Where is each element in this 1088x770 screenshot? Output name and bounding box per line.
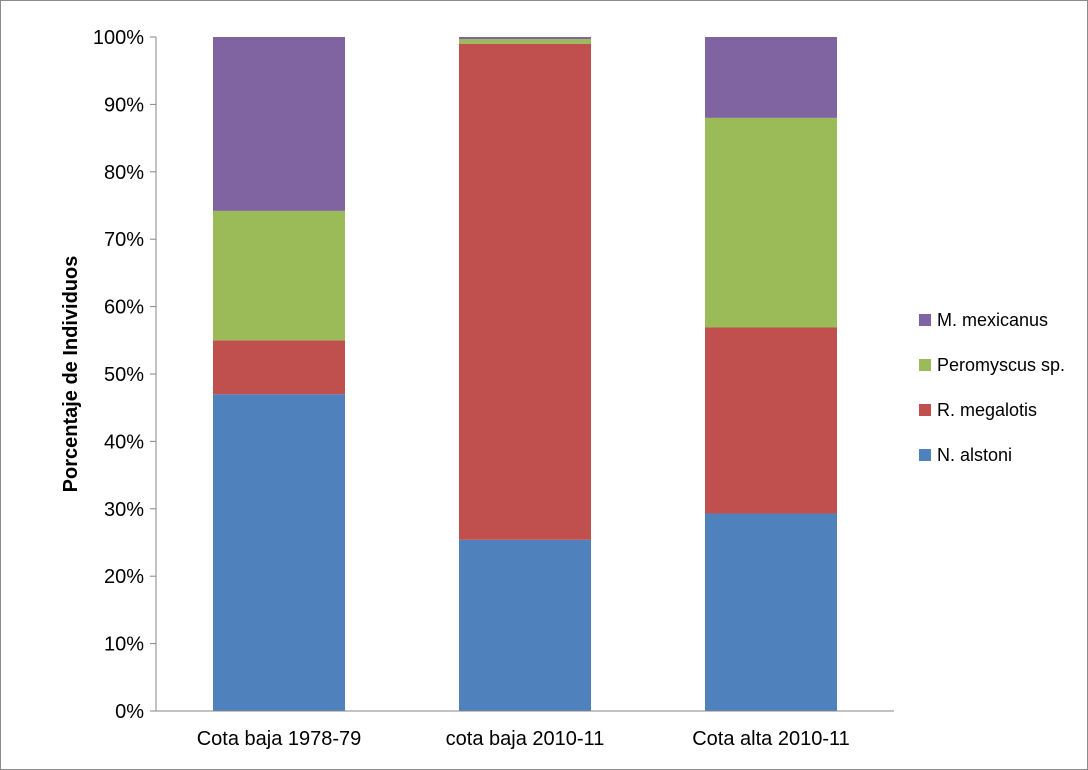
y-tick-label: 0% <box>115 701 144 723</box>
legend-swatch <box>919 314 931 326</box>
bar-segment-3-category-2 <box>459 39 591 44</box>
y-ticks: 0% 10% 20% 30% 40% 50% 60% 70% 80% 90% 100% <box>93 27 156 723</box>
legend-label: R. megalotis <box>937 400 1037 420</box>
y-tick-label: 10% <box>104 634 144 656</box>
x-category-labels: Cota baja 1978-79 cota baja 2010-11 Cota a… <box>197 728 850 750</box>
y-tick-label: 30% <box>104 499 144 521</box>
bar-segment-1-category-3 <box>705 513 837 711</box>
legend-swatch <box>919 359 931 371</box>
bar-segment-2-category-1 <box>213 340 345 395</box>
legend-label: Peromyscus sp. <box>937 355 1065 375</box>
y-axis-title: Porcentaje de Individuos <box>60 256 82 493</box>
bar-segment-1-category-2 <box>459 539 591 711</box>
y-tick-label: 90% <box>104 94 144 116</box>
y-tick-label: 100% <box>93 27 144 49</box>
x-category-label: Cota baja 1978-79 <box>197 728 362 750</box>
bars-layer <box>213 37 837 711</box>
bar-segment-3-category-1 <box>213 210 345 341</box>
legend-label: N. alstoni <box>937 445 1012 465</box>
y-tick-label: 20% <box>104 566 144 588</box>
legend-swatch <box>919 449 931 461</box>
x-category-label: Cota alta 2010-11 <box>692 728 850 750</box>
bar-segment-1-category-1 <box>213 394 345 711</box>
bar-segment-2-category-3 <box>705 327 837 514</box>
y-tick-label: 60% <box>104 297 144 319</box>
bar-segment-3-category-3 <box>705 117 837 328</box>
bar-segment-4-category-2 <box>459 37 591 40</box>
legend-label: M. mexicanus <box>937 310 1048 330</box>
x-category-label: cota baja 2010-11 <box>446 728 605 750</box>
legend: M. mexicanus Peromyscus sp. R. megalotis N.… <box>919 310 1065 465</box>
legend-swatch <box>919 404 931 416</box>
y-tick-label: 80% <box>104 162 144 184</box>
bar-segment-4-category-1 <box>213 37 345 211</box>
y-tick-label: 70% <box>104 229 144 251</box>
y-tick-label: 50% <box>104 364 144 386</box>
bar-segment-4-category-3 <box>705 37 837 118</box>
y-tick-label: 40% <box>104 431 144 453</box>
bar-segment-2-category-2 <box>459 43 591 540</box>
